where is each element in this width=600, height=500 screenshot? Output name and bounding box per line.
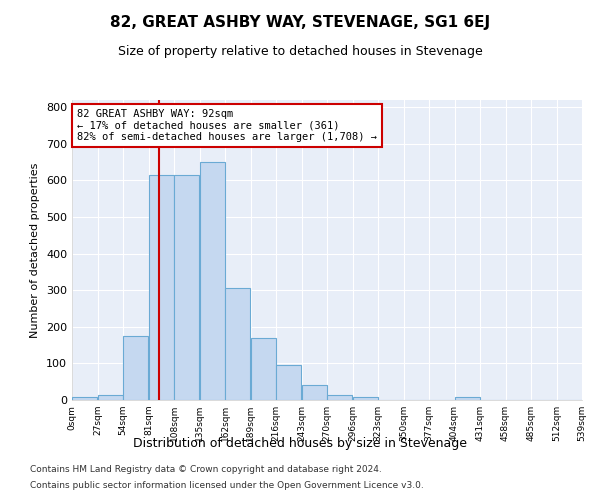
Bar <box>327 394 352 400</box>
Text: Distribution of detached houses by size in Stevenage: Distribution of detached houses by size … <box>133 438 467 450</box>
Text: Contains public sector information licensed under the Open Government Licence v3: Contains public sector information licen… <box>30 480 424 490</box>
Bar <box>276 364 301 400</box>
Bar <box>72 397 97 400</box>
Bar <box>251 338 276 400</box>
Bar <box>225 288 250 400</box>
Bar <box>455 398 480 400</box>
Text: Size of property relative to detached houses in Stevenage: Size of property relative to detached ho… <box>118 45 482 58</box>
Y-axis label: Number of detached properties: Number of detached properties <box>31 162 40 338</box>
Bar <box>174 175 199 400</box>
Text: 82 GREAT ASHBY WAY: 92sqm
← 17% of detached houses are smaller (361)
82% of semi: 82 GREAT ASHBY WAY: 92sqm ← 17% of detac… <box>77 109 377 142</box>
Bar <box>149 175 174 400</box>
Bar <box>353 397 378 400</box>
Bar <box>123 336 148 400</box>
Bar <box>98 395 123 400</box>
Text: 82, GREAT ASHBY WAY, STEVENAGE, SG1 6EJ: 82, GREAT ASHBY WAY, STEVENAGE, SG1 6EJ <box>110 15 490 30</box>
Bar <box>302 386 327 400</box>
Text: Contains HM Land Registry data © Crown copyright and database right 2024.: Contains HM Land Registry data © Crown c… <box>30 466 382 474</box>
Bar <box>200 162 225 400</box>
